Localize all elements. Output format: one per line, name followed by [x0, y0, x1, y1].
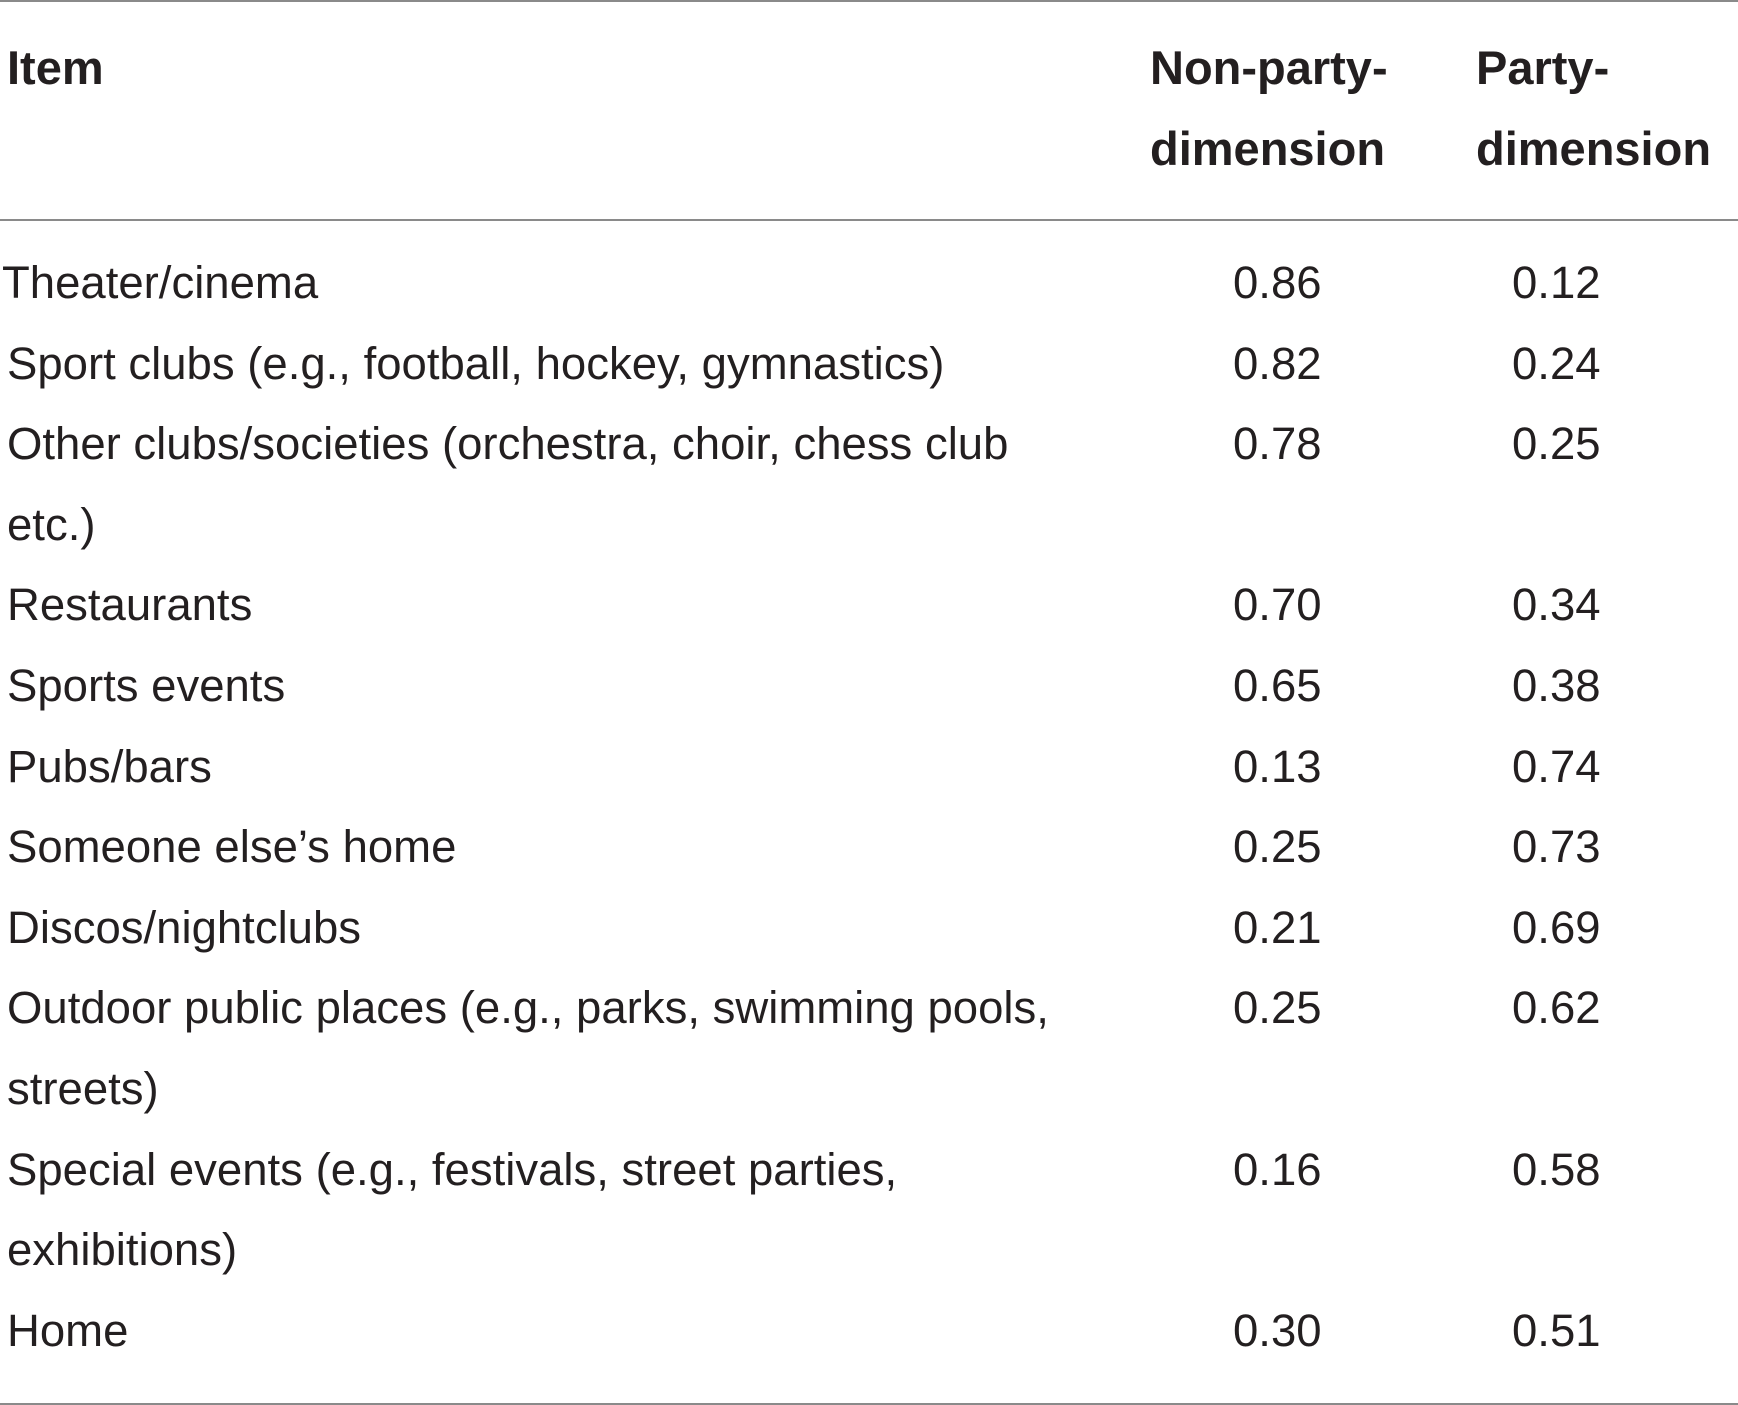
cell-non-party-value: 0.16	[1233, 1143, 1322, 1195]
cell-item: Pubs/bars	[7, 740, 212, 792]
cell-item: Other clubs/societies (orchestra, choir,…	[7, 418, 1009, 550]
cell-party-value: 0.74	[1512, 740, 1601, 792]
table-row: Outdoor public places (e.g., parks, swim…	[0, 968, 1738, 1129]
table-top-rule	[0, 0, 1738, 2]
table-body: Theater/cinema 0.86 0.12 Sport clubs (e.g.,…	[0, 243, 1738, 1371]
cell-non-party-value: 0.65	[1233, 659, 1322, 711]
table-row: Sport clubs (e.g., football, hockey, gym…	[0, 324, 1738, 405]
table-row: Special events (e.g., festivals, street …	[0, 1130, 1738, 1291]
cell-non-party-value: 0.25	[1233, 821, 1322, 873]
cell-non-party-value: 0.86	[1233, 257, 1322, 308]
cell-item: Home	[7, 1304, 129, 1356]
header-item: Item	[7, 41, 104, 94]
cell-item: Sports events	[7, 659, 286, 711]
cell-party-value: 0.51	[1512, 1304, 1601, 1356]
header-party-dimension: Party- dimension	[1476, 27, 1711, 189]
cell-party-value: 0.24	[1512, 337, 1601, 389]
cell-item: Restaurants	[7, 579, 253, 631]
table-row: Theater/cinema 0.86 0.12	[0, 243, 1738, 324]
table-header-rule	[0, 219, 1738, 221]
cell-item: Discos/nightclubs	[7, 901, 362, 953]
cell-party-value: 0.58	[1512, 1143, 1601, 1195]
cell-item: Sport clubs (e.g., football, hockey, gym…	[7, 337, 945, 389]
header-non-party-line1: Non-party-	[1150, 41, 1388, 94]
cell-non-party-value: 0.70	[1233, 579, 1322, 631]
cell-party-value: 0.73	[1512, 821, 1601, 873]
table-row: Someone else’s home 0.25 0.73	[0, 807, 1738, 888]
table-row: Pubs/bars 0.13 0.74	[0, 727, 1738, 808]
cell-non-party-value: 0.13	[1233, 740, 1322, 792]
cell-party-value: 0.34	[1512, 579, 1601, 631]
cell-non-party-value: 0.30	[1233, 1304, 1322, 1356]
cell-party-value: 0.69	[1512, 901, 1601, 953]
cell-item: Theater/cinema	[2, 257, 319, 308]
cell-non-party-value: 0.21	[1233, 901, 1322, 953]
table-row: Restaurants 0.70 0.34	[0, 565, 1738, 646]
header-party-line1: Party-	[1476, 41, 1610, 94]
cell-party-value: 0.25	[1512, 418, 1601, 470]
cell-non-party-value: 0.78	[1233, 418, 1322, 470]
cell-party-value: 0.38	[1512, 659, 1601, 711]
cell-item: Outdoor public places (e.g., parks, swim…	[7, 982, 1049, 1114]
header-party-line2: dimension	[1476, 122, 1712, 175]
cell-item: Special events (e.g., festivals, street …	[7, 1143, 898, 1276]
cell-party-value: 0.12	[1512, 257, 1601, 308]
table-row: Sports events 0.65 0.38	[0, 646, 1738, 727]
cell-non-party-value: 0.82	[1233, 337, 1322, 389]
header-non-party-dimension: Non-party- dimension	[1150, 27, 1388, 189]
cell-non-party-value: 0.25	[1233, 982, 1322, 1034]
cell-party-value: 0.62	[1512, 982, 1601, 1034]
table-row: Home 0.30 0.51	[0, 1291, 1738, 1372]
table-row: Other clubs/societies (orchestra, choir,…	[0, 404, 1738, 565]
header-non-party-line2: dimension	[1150, 122, 1386, 175]
cell-item: Someone else’s home	[7, 821, 457, 873]
table-row: Discos/nightclubs 0.21 0.69	[0, 888, 1738, 969]
table-bottom-rule	[0, 1403, 1738, 1405]
